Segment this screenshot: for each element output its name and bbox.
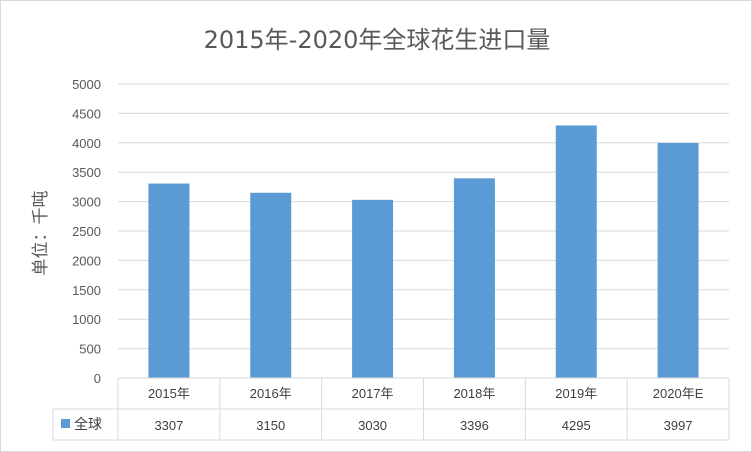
x-tick-label: 2018年	[453, 386, 495, 401]
y-tick-label: 4000	[72, 136, 101, 151]
data-label: 4295	[562, 418, 591, 433]
x-tick-label: 2015年	[148, 386, 190, 401]
y-tick-label: 5000	[72, 77, 101, 92]
y-tick-label: 3500	[72, 165, 101, 180]
bar	[250, 192, 292, 378]
y-tick-label: 1000	[72, 312, 101, 327]
gridlines	[118, 83, 729, 350]
chart-title: 2015年-2020年全球花生进口量	[204, 26, 551, 54]
y-tick-label: 2000	[72, 253, 101, 268]
data-label: 3307	[154, 418, 183, 433]
data-label: 3030	[358, 418, 387, 433]
y-tick-label: 3000	[72, 195, 101, 210]
data-table: 2015年 3307 2016年 3150 2017年 3030 2018年 3396 2019…	[52, 377, 730, 441]
x-tick-label: 2016年	[250, 386, 292, 401]
legend-label: 全球	[74, 416, 102, 433]
bar	[657, 142, 699, 378]
y-axis-label: 单位：千吨	[31, 191, 51, 276]
data-label: 3997	[664, 418, 693, 433]
y-tick-label: 500	[79, 342, 101, 357]
y-tick-label: 4500	[72, 106, 101, 121]
bar	[453, 178, 495, 378]
data-label: 3396	[460, 418, 489, 433]
x-tick-label: 2017年	[352, 386, 394, 401]
y-tick-label: 0	[94, 371, 101, 386]
legend-swatch	[61, 419, 70, 428]
y-tick-labels: 0 500 1000 1500 2000 2500 3000 3500 4000 4500 5000	[72, 77, 101, 386]
x-tick-label: 2019年	[555, 386, 597, 401]
bars	[148, 125, 699, 378]
bar	[352, 199, 394, 378]
y-tick-label: 1500	[72, 283, 101, 298]
x-tick-label: 2020年E	[653, 386, 704, 401]
bar	[555, 125, 597, 378]
data-label: 3150	[256, 418, 285, 433]
bar	[148, 183, 190, 378]
y-tick-label: 2500	[72, 224, 101, 239]
